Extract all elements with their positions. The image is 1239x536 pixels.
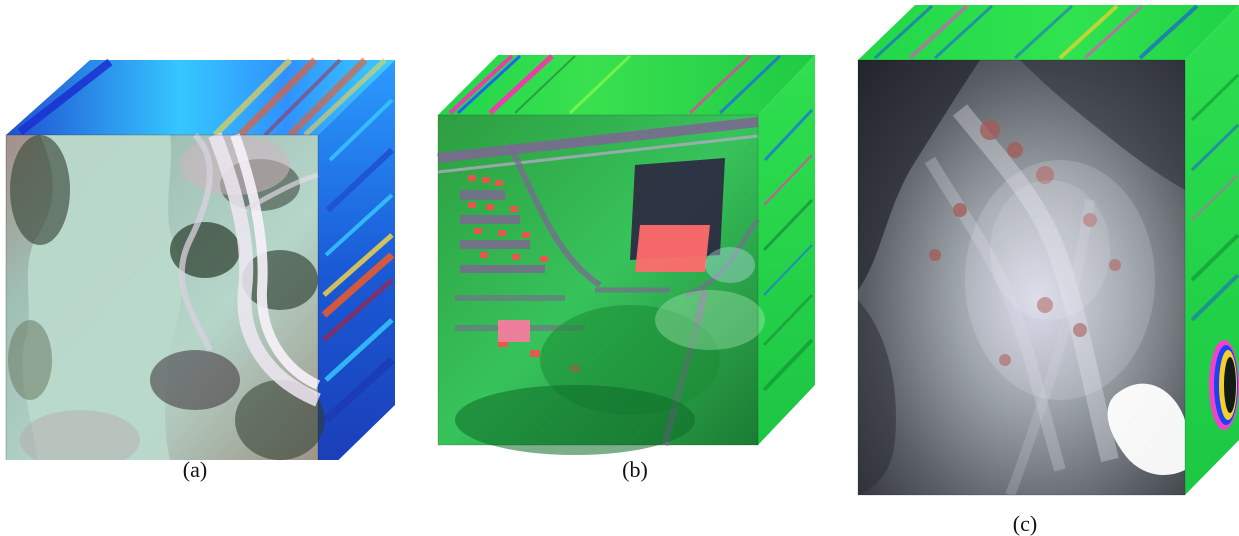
caption-a: (a) xyxy=(182,457,208,482)
hyperspectral-cube-a xyxy=(0,40,420,460)
figure-b: (b) xyxy=(420,0,840,535)
front-image-face xyxy=(437,115,765,455)
hyperspectral-cube-b xyxy=(420,40,840,460)
front-image-face xyxy=(858,60,1185,497)
caption-c: (c) xyxy=(1012,511,1038,536)
cube-top-face xyxy=(438,55,815,115)
hyperspectral-cube-c xyxy=(840,0,1239,500)
front-image-face xyxy=(6,132,325,460)
figure-c: (c) xyxy=(840,0,1239,536)
cube-side-face xyxy=(318,60,395,460)
caption-b: (b) xyxy=(622,457,648,482)
figure-a: (a) xyxy=(0,0,420,535)
